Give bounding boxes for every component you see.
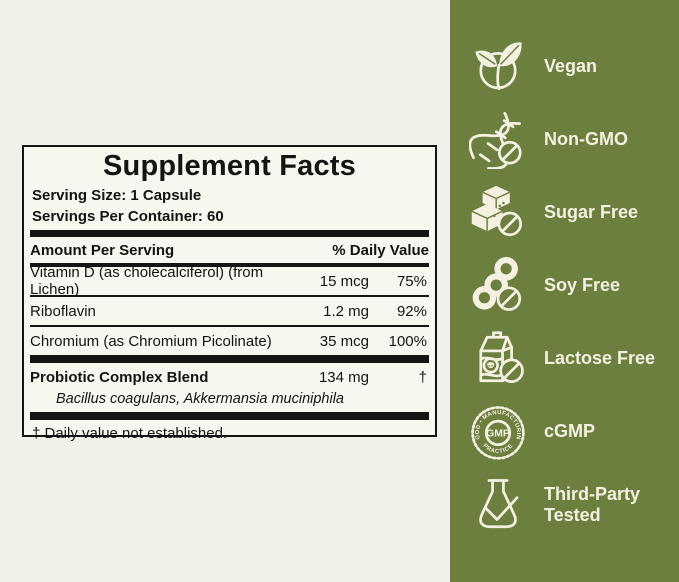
vegan-leaf-icon	[475, 41, 522, 90]
blend-name: Probiotic Complex Blend	[30, 368, 209, 386]
nutrient-name: Chromium (as Chromium Picolinate)	[30, 332, 272, 350]
gmp-seal-icon: GOOD • MANUFACTURING • PRACTICE • GMP	[469, 403, 525, 460]
badge-label: Lactose Free	[544, 348, 656, 369]
footnote: † Daily value not established.	[32, 425, 228, 442]
servings-per-container: Servings Per Container: 60	[32, 208, 224, 225]
divider-thick	[30, 412, 429, 420]
badges-band: Vegan Non-GMO Sugar Free	[450, 0, 679, 582]
badge-lactose-free: Lactose Free	[450, 322, 679, 395]
nutrient-dv: 92%	[396, 302, 427, 320]
divider-thick	[30, 230, 429, 237]
divider-medium	[30, 263, 429, 267]
badge-cgmp: GOOD • MANUFACTURING • PRACTICE • GMP cG…	[450, 395, 679, 468]
header-daily-value: % Daily Value	[332, 241, 429, 259]
table-row: Riboflavin 1.2 mg 92%	[30, 297, 429, 325]
badge-label: Soy Free	[544, 275, 621, 296]
badge-third-party-tested: Third-Party Tested	[450, 468, 679, 541]
table-row: Vitamin D (as cholecalciferol) (from Lic…	[30, 264, 429, 298]
badge-label: cGMP	[544, 421, 596, 442]
badge-soy-free: Soy Free	[450, 249, 679, 322]
divider-thin	[30, 325, 429, 327]
table-header: Amount Per Serving % Daily Value	[30, 237, 429, 263]
badge-label: Vegan	[544, 56, 598, 77]
badge-label: Sugar Free	[544, 202, 639, 223]
header-amount-per-serving: Amount Per Serving	[30, 241, 175, 259]
dna-no-gmo-icon	[469, 111, 522, 169]
nutrient-amount: 15 mcg	[319, 272, 369, 290]
nutrient-name: Vitamin D (as cholecalciferol) (from Lic…	[30, 264, 264, 298]
badge-vegan: Vegan	[450, 30, 679, 103]
divider-thin	[30, 295, 429, 297]
badge-sugar-free: Sugar Free	[450, 176, 679, 249]
milk-carton-icon	[479, 330, 524, 383]
flask-check-icon	[479, 478, 519, 528]
nutrient-dv: 75%	[396, 272, 427, 290]
supplement-facts-title: Supplement Facts	[103, 150, 356, 182]
badge-non-gmo: Non-GMO	[450, 103, 679, 176]
blend-dv: †	[418, 368, 427, 386]
blend-ingredients: Bacillus coagulans, Akkermansia muciniph…	[56, 391, 344, 407]
soybean-pod-icon	[472, 256, 522, 311]
nutrient-amount: 1.2 mg	[323, 302, 369, 320]
blend-amount: 134 mg	[318, 368, 369, 386]
nutrient-dv: 100%	[388, 332, 427, 350]
nutrient-amount: 35 mcg	[319, 332, 369, 350]
blend-row: Probiotic Complex Blend 134 mg †	[30, 365, 429, 389]
gmp-seal-center-text: GMP	[486, 428, 510, 439]
badge-label: Non-GMO	[544, 129, 628, 150]
nutrient-name: Riboflavin	[30, 302, 96, 320]
divider-thick	[30, 355, 429, 363]
table-row: Chromium (as Chromium Picolinate) 35 mcg…	[30, 327, 429, 355]
supplement-facts-panel: Supplement Facts Serving Size: 1 Capsule…	[22, 145, 437, 442]
badge-label: Third-Party Tested	[544, 483, 641, 525]
serving-size: Serving Size: 1 Capsule	[32, 187, 202, 204]
sugar-cubes-icon	[471, 185, 523, 236]
